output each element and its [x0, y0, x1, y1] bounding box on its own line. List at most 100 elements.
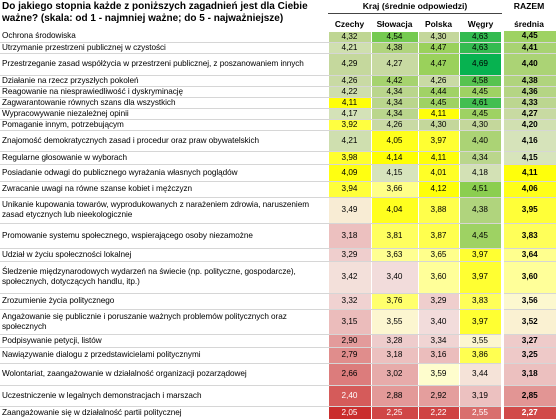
- value-cell-czechy: 3,98: [327, 150, 372, 165]
- table-row: Przestrzeganie zasad współżycia w przest…: [0, 52, 556, 76]
- value-cell-wegry: 4,30: [458, 118, 503, 131]
- total-cell: 3,95: [500, 197, 556, 224]
- country-group-header: Kraj (średnie odpowiedzi): [328, 0, 503, 14]
- total-header: RAZEM: [513, 1, 545, 11]
- row-label: Angażowanie się publicznie i poruszanie …: [0, 309, 328, 335]
- value-cell-wegry: 4,18: [458, 163, 503, 182]
- value-cell-polska: 3,29: [417, 292, 460, 310]
- value-cell-czechy: 3,49: [327, 196, 372, 224]
- table-row: Nawiązywanie dialogu z przedstawicielami…: [0, 346, 556, 364]
- value-cell-polska: 3,16: [417, 346, 460, 364]
- row-label: Utrzymanie przestrzeni publicznej w czys…: [0, 42, 328, 54]
- value-cell-polska: 4,11: [417, 150, 460, 165]
- value-cell-slowacja: 3,81: [370, 222, 419, 249]
- value-cell-polska: 3,88: [417, 196, 460, 224]
- value-cell-czechy: 4,22: [327, 85, 372, 98]
- row-label: Zagwarantowanie równych szans dla wszyst…: [0, 97, 328, 109]
- value-cell-czechy: 3,94: [327, 180, 372, 198]
- value-cell-slowacja: 3,63: [370, 247, 419, 262]
- total-cell: 2,27: [500, 406, 556, 419]
- value-cell-slowacja: 4,34: [370, 96, 419, 109]
- table-row: Wypracowywanie niezależnej opinii 4,17 4,3…: [0, 107, 556, 120]
- table-body: Ochrona środowiska 4,32 4,54 4,30 4,63 4,45 Ut…: [0, 30, 556, 419]
- value-cell-slowacja: 4,34: [370, 85, 419, 98]
- table-row: Podpisywanie petycji, listów 2,90 3,28 3,34…: [0, 333, 556, 348]
- value-cell-czechy: 4,09: [327, 163, 372, 182]
- value-cell-polska: 4,12: [417, 180, 460, 198]
- value-cell-czechy: 2,05: [327, 405, 372, 419]
- column-header-czechy: Czechy: [334, 18, 365, 29]
- value-cell-wegry: 3,97: [458, 260, 503, 294]
- table-row: Zaangażowanie się w działalność partii p…: [0, 405, 556, 419]
- table-row: Zagwarantowanie równych szans dla wszyst…: [0, 96, 556, 109]
- value-cell-wegry: 3,19: [458, 384, 503, 407]
- row-label: Unikanie kupowania towarów, wyprodukowan…: [0, 197, 328, 224]
- table-row: Regularne głosowanie w wyborach 3,98 4,14 4…: [0, 150, 556, 165]
- value-cell-polska: 2,92: [417, 384, 460, 407]
- column-header-wegry: Węgry: [467, 18, 494, 29]
- value-cell-wegry: 4,38: [458, 196, 503, 224]
- value-cell-slowacja: 4,14: [370, 150, 419, 165]
- total-cell: 4,45: [500, 31, 556, 43]
- value-cell-slowacja: 3,28: [370, 333, 419, 348]
- value-cell-wegry: 4,69: [458, 52, 503, 76]
- table-row: Angażowanie się publicznie i poruszanie …: [0, 308, 556, 335]
- table-row: Unikanie kupowania towarów, wyprodukowan…: [0, 196, 556, 224]
- value-cell-slowacja: 4,27: [370, 52, 419, 76]
- value-cell-polska: 4,01: [417, 163, 460, 182]
- row-label: Posiadanie odwagi do publicznego wyrażan…: [0, 164, 328, 182]
- total-cell: 4,40: [500, 53, 556, 76]
- value-cell-polska: 4,44: [417, 85, 460, 98]
- table-row: Udział w życiu społeczności lokalnej 3,29…: [0, 247, 556, 262]
- row-label: Ochrona środowiska: [0, 31, 328, 43]
- table-row: Promowanie systemu społecznego, wspieraj…: [0, 222, 556, 249]
- value-cell-czechy: 3,92: [327, 118, 372, 131]
- value-cell-slowacja: 3,55: [370, 308, 419, 335]
- value-cell-wegry: 4,63: [458, 30, 503, 43]
- total-cell: 4,20: [500, 119, 556, 131]
- total-cell: 3,27: [500, 334, 556, 348]
- value-cell-czechy: 3,15: [327, 308, 372, 335]
- row-label: Podpisywanie petycji, listów: [0, 334, 328, 348]
- row-label: Uczestniczenie w legalnych demonstracjac…: [0, 385, 328, 407]
- value-cell-polska: 4,47: [417, 41, 460, 54]
- value-cell-slowacja: 4,54: [370, 30, 419, 43]
- total-cell: 4,15: [500, 151, 556, 165]
- value-cell-slowacja: 3,18: [370, 346, 419, 364]
- value-cell-polska: 3,40: [417, 308, 460, 335]
- row-label: Udział w życiu społeczności lokalnej: [0, 248, 328, 262]
- total-cell: 3,60: [500, 261, 556, 294]
- value-cell-wegry: 3,97: [458, 308, 503, 335]
- table-row: Znajomość demokratycznych zasad i proced…: [0, 129, 556, 152]
- value-cell-wegry: 4,61: [458, 96, 503, 109]
- value-cell-slowacja: 4,26: [370, 118, 419, 131]
- total-cell: 3,56: [500, 293, 556, 310]
- value-cell-slowacja: 4,42: [370, 74, 419, 87]
- value-cell-polska: 4,26: [417, 74, 460, 87]
- value-cell-wegry: 3,55: [458, 333, 503, 348]
- total-cell: 4,16: [500, 130, 556, 152]
- value-cell-czechy: 3,18: [327, 222, 372, 249]
- value-cell-czechy: 2,79: [327, 346, 372, 364]
- row-label: Przestrzeganie zasad współżycia w przest…: [0, 53, 328, 76]
- value-cell-slowacja: 3,40: [370, 260, 419, 294]
- row-label: Zaangażowanie się w działalność partii p…: [0, 406, 328, 419]
- row-label: Wypracowywanie niezależnej opinii: [0, 108, 328, 120]
- value-cell-polska: 3,60: [417, 260, 460, 294]
- value-cell-polska: 4,11: [417, 107, 460, 120]
- value-cell-czechy: 4,32: [327, 30, 372, 43]
- value-cell-czechy: 4,17: [327, 107, 372, 120]
- value-cell-wegry: 3,86: [458, 346, 503, 364]
- column-header-polska: Polska: [424, 18, 452, 29]
- value-cell-polska: 3,87: [417, 222, 460, 249]
- table-row: Zwracanie uwagi na równe szanse kobiet i…: [0, 180, 556, 198]
- value-cell-czechy: 3,29: [327, 247, 372, 262]
- total-cell: 3,25: [500, 347, 556, 364]
- value-cell-wegry: 3,44: [458, 362, 503, 386]
- total-cell: 4,27: [500, 108, 556, 120]
- total-cell: 3,52: [500, 309, 556, 335]
- value-cell-wegry: 4,51: [458, 180, 503, 198]
- value-cell-wegry: 2,55: [458, 405, 503, 419]
- table-row: Reagowanie na niesprawiedliwość i dyskry…: [0, 85, 556, 98]
